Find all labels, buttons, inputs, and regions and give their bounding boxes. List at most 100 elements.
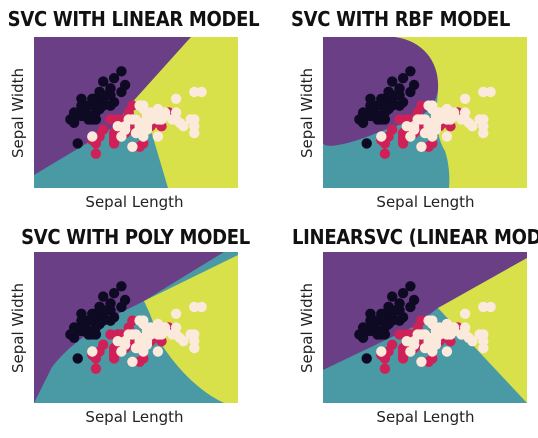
data-point-class-0 <box>90 318 102 330</box>
data-point-class-1 <box>394 329 405 340</box>
data-point-class-0 <box>83 114 94 125</box>
data-point-class-0 <box>387 76 398 87</box>
data-point-class-0 <box>405 281 416 292</box>
data-point-class-2 <box>170 93 182 104</box>
data-point-class-2 <box>427 346 438 357</box>
data-point-class-0 <box>72 138 83 149</box>
panel-title: SVC WITH POLY MODEL <box>21 225 250 249</box>
data-point-class-2 <box>467 121 478 132</box>
data-point-class-0 <box>116 86 127 98</box>
data-point-class-0 <box>116 281 127 292</box>
data-point-class-2 <box>412 329 423 340</box>
data-point-class-2 <box>441 329 453 340</box>
data-point-class-0 <box>98 76 109 87</box>
data-point-class-2 <box>138 346 149 357</box>
data-point-class-0 <box>108 73 120 84</box>
data-point-class-2 <box>416 356 427 367</box>
data-point-class-2 <box>376 131 387 142</box>
data-point-class-0 <box>372 114 383 125</box>
data-point-class-1 <box>127 100 138 111</box>
data-point-class-1 <box>105 114 116 125</box>
x-axis-label: Sepal Length <box>85 193 184 211</box>
panel-svc-linear: SVC WITH LINEAR MODEL Sepal Width Sepal … <box>0 0 269 219</box>
data-point-class-2 <box>134 315 145 326</box>
data-point-class-2 <box>412 114 423 125</box>
data-point-class-0 <box>405 301 416 313</box>
data-point-class-2 <box>127 356 138 367</box>
data-point-class-0 <box>83 329 94 340</box>
y-axis-label: Sepal Width <box>298 68 316 158</box>
plot-area <box>323 252 527 403</box>
data-point-class-2 <box>145 329 156 340</box>
data-point-class-2 <box>87 131 98 142</box>
panel-linearsvc: LINEARSVC (LINEAR MODEL) Sepal Width Sep… <box>269 219 538 438</box>
data-point-class-2 <box>485 301 496 313</box>
decision-region-class-2 <box>128 37 238 188</box>
data-point-class-0 <box>397 312 409 323</box>
data-point-class-2 <box>427 336 438 347</box>
data-point-class-0 <box>108 288 120 299</box>
data-point-class-0 <box>76 107 87 118</box>
data-point-class-0 <box>76 322 87 333</box>
data-point-class-2 <box>485 86 496 98</box>
data-point-class-2 <box>459 114 471 125</box>
y-axis-label: Sepal Width <box>9 68 27 158</box>
data-point-class-2 <box>434 114 445 125</box>
data-point-class-2 <box>459 308 471 319</box>
data-point-class-2 <box>178 121 189 132</box>
data-point-class-1 <box>383 346 394 357</box>
data-point-class-2 <box>170 329 182 340</box>
data-point-class-1 <box>127 315 138 326</box>
data-point-class-0 <box>379 318 391 330</box>
data-point-class-1 <box>90 148 102 159</box>
data-point-class-1 <box>416 100 427 111</box>
data-point-class-0 <box>76 308 87 319</box>
data-point-class-0 <box>397 73 409 84</box>
data-point-class-0 <box>101 305 113 316</box>
data-point-class-2 <box>152 114 164 125</box>
data-point-class-0 <box>72 353 83 364</box>
data-point-class-2 <box>138 336 149 347</box>
data-point-class-2 <box>434 329 445 340</box>
data-point-class-1 <box>379 148 391 159</box>
data-point-class-2 <box>467 336 478 347</box>
data-point-class-2 <box>427 131 438 142</box>
data-point-class-2 <box>423 315 434 326</box>
data-point-class-2 <box>170 308 182 319</box>
data-point-class-2 <box>423 100 434 111</box>
data-point-class-0 <box>76 93 87 104</box>
data-point-class-1 <box>394 114 405 125</box>
data-point-class-2 <box>478 329 489 340</box>
data-point-class-1 <box>416 315 427 326</box>
data-point-class-0 <box>357 322 369 333</box>
data-point-class-0 <box>365 322 376 333</box>
data-point-class-2 <box>478 86 489 98</box>
data-point-class-0 <box>361 353 372 364</box>
data-point-class-1 <box>383 131 394 142</box>
decision-region-class-0 <box>34 252 224 403</box>
data-point-class-0 <box>365 93 376 104</box>
data-point-class-2 <box>478 114 489 125</box>
data-point-class-2 <box>189 114 200 125</box>
data-point-class-1 <box>379 363 391 374</box>
panel-title: SVC WITH LINEAR MODEL <box>7 7 260 31</box>
data-point-class-0 <box>387 291 398 302</box>
data-point-class-2 <box>123 114 134 125</box>
data-point-class-2 <box>87 346 98 357</box>
plot-area <box>323 37 527 188</box>
data-point-class-2 <box>189 329 200 340</box>
y-axis-label: Sepal Width <box>9 283 27 373</box>
data-point-class-2 <box>178 336 189 347</box>
panel-title: SVC WITH RBF MODEL <box>290 7 511 31</box>
x-axis-label: Sepal Length <box>376 408 475 426</box>
data-point-class-0 <box>372 329 383 340</box>
panel-svc-rbf: SVC WITH RBF MODEL Sepal Width Sepal Len… <box>269 0 538 219</box>
data-point-class-2 <box>441 346 453 357</box>
data-point-class-0 <box>365 308 376 319</box>
data-point-class-0 <box>116 301 127 313</box>
data-point-class-2 <box>152 131 164 142</box>
data-point-class-2 <box>408 339 420 350</box>
data-point-class-2 <box>138 131 149 142</box>
data-point-class-1 <box>90 363 102 374</box>
